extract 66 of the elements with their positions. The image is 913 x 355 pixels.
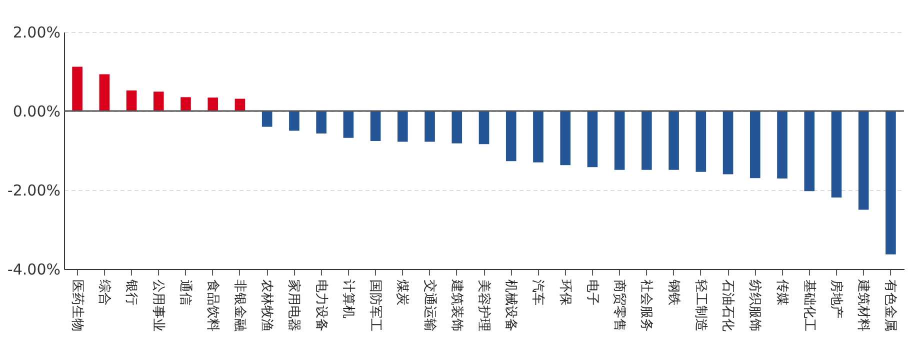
bar [750,111,760,178]
x-tick-label: 基础化工 [801,280,816,332]
x-tick-label: 美容护理 [476,280,492,332]
bar [831,111,842,198]
x-tick-label: 家用电器 [286,280,302,332]
x-tick-label: 公用事业 [150,280,166,332]
x-tick-label: 机械设备 [503,280,518,332]
bar [72,66,82,111]
bar [370,111,381,142]
bar [506,111,516,162]
bar [533,111,544,162]
bar [478,111,490,144]
bar [424,111,435,142]
x-tick-label: 煤炭 [394,280,410,306]
bar [99,74,110,111]
bar [722,111,734,174]
bar [208,98,218,111]
x-tick-label: 纺织服饰 [747,280,762,332]
bar [398,111,408,142]
y-tick-label: -4.00% [7,260,60,278]
x-tick-label: 汽车 [530,280,546,306]
x-tick-label: 建筑装饰 [448,278,464,332]
x-tick-label: 农林牧渔 [259,280,274,332]
bar [126,90,137,111]
x-tick-label: 轻工制造 [692,280,708,332]
y-tick-label: -2.00% [7,182,60,200]
x-tick-label: 计算机 [340,280,356,318]
y-tick-label: 2.00% [12,24,60,42]
x-tick-label: 非银金融 [232,280,247,332]
x-tick-label: 商贸零售 [612,280,627,332]
bar [642,111,652,170]
bar [452,111,462,144]
bar [668,111,679,170]
x-tick-label: 食品饮料 [204,280,220,332]
bar [587,111,598,168]
x-tick-label: 交通运输 [422,280,438,332]
bar [777,111,788,179]
bar [886,111,896,254]
bar [343,111,354,138]
x-tick-label: 电子 [584,280,600,306]
bar [804,111,815,192]
bar [316,111,326,134]
bar [180,97,191,111]
bar [234,98,246,111]
bar [614,111,625,170]
bar [696,111,706,172]
bar [153,92,164,111]
x-tick-label: 环保 [557,280,572,306]
x-tick-label: 房地产 [828,280,844,318]
x-tick-label: 传媒 [774,280,790,306]
x-tick-label: 综合 [96,280,112,306]
x-tick-label: 有色金属 [882,280,898,332]
y-tick-label: 0.00% [12,102,60,120]
bar [858,111,869,210]
bar [560,111,570,166]
bar [262,111,272,127]
x-tick-label: 建筑材料 [856,278,871,332]
x-tick-label: 钢铁 [666,278,681,306]
x-tick-label: 银行 [124,278,139,306]
x-tick-label: 国防军工 [368,280,383,332]
x-tick-label: 医药生物 [69,280,84,332]
x-tick-label: 社会服务 [638,280,654,332]
x-tick-label: 石油石化 [720,280,736,332]
x-tick-label: 电力设备 [313,280,328,332]
bar [289,111,300,131]
x-tick-label: 通信 [178,280,193,306]
